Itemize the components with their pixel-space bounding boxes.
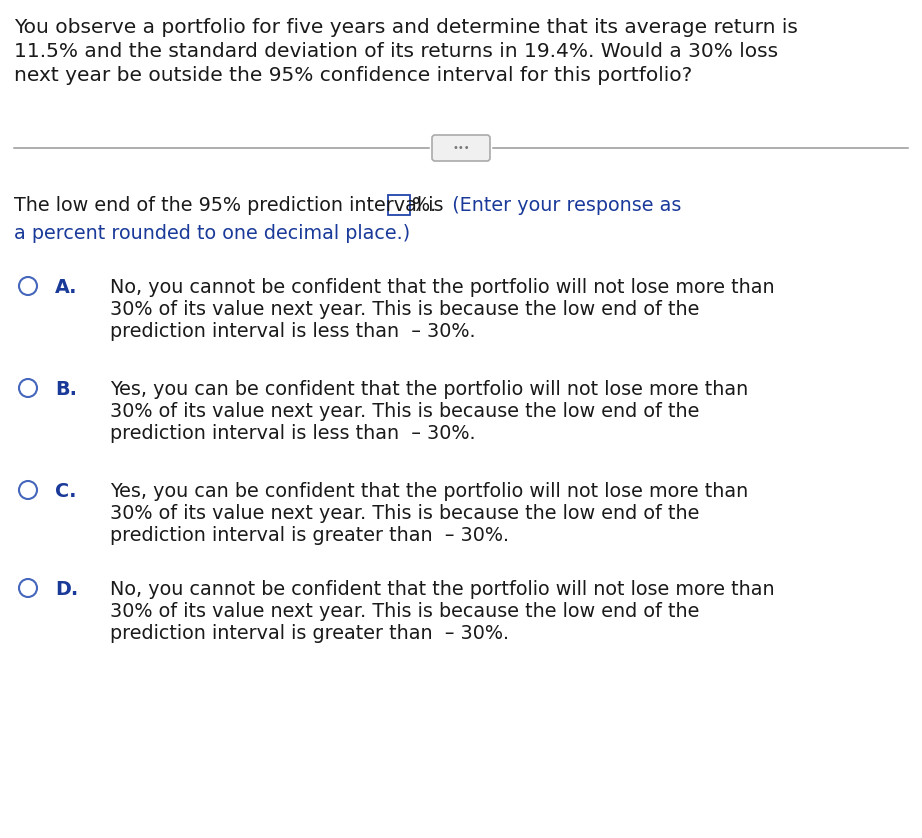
Text: 11.5% and the standard deviation of its returns in 19.4%. Would a 30% loss: 11.5% and the standard deviation of its … xyxy=(14,42,778,61)
Text: 30% of its value next year. This is because the low end of the: 30% of its value next year. This is beca… xyxy=(110,300,700,319)
Circle shape xyxy=(19,379,37,397)
Circle shape xyxy=(19,579,37,597)
Text: You observe a portfolio for five years and determine that its average return is: You observe a portfolio for five years a… xyxy=(14,18,798,37)
Text: No, you cannot be confident that the portfolio will not lose more than: No, you cannot be confident that the por… xyxy=(110,580,774,599)
Text: B.: B. xyxy=(55,380,77,399)
Text: prediction interval is greater than  – 30%.: prediction interval is greater than – 30… xyxy=(110,526,509,545)
FancyBboxPatch shape xyxy=(388,195,410,215)
Text: prediction interval is less than  – 30%.: prediction interval is less than – 30%. xyxy=(110,322,476,341)
Text: prediction interval is greater than  – 30%.: prediction interval is greater than – 30… xyxy=(110,624,509,643)
Text: 30% of its value next year. This is because the low end of the: 30% of its value next year. This is beca… xyxy=(110,602,700,621)
Text: A.: A. xyxy=(55,278,77,297)
Text: 30% of its value next year. This is because the low end of the: 30% of its value next year. This is beca… xyxy=(110,402,700,421)
FancyBboxPatch shape xyxy=(432,135,490,161)
Text: D.: D. xyxy=(55,580,78,599)
Circle shape xyxy=(19,277,37,295)
Circle shape xyxy=(19,481,37,499)
Text: •••: ••• xyxy=(452,143,470,153)
Text: next year be outside the 95% confidence interval for this portfolio?: next year be outside the 95% confidence … xyxy=(14,66,692,85)
Text: The low end of the 95% prediction interval is: The low end of the 95% prediction interv… xyxy=(14,196,450,215)
Text: (Enter your response as: (Enter your response as xyxy=(440,196,681,215)
Text: prediction interval is less than  – 30%.: prediction interval is less than – 30%. xyxy=(110,424,476,443)
Text: No, you cannot be confident that the portfolio will not lose more than: No, you cannot be confident that the por… xyxy=(110,278,774,297)
Text: %.: %. xyxy=(412,196,436,215)
Text: Yes, you can be confident that the portfolio will not lose more than: Yes, you can be confident that the portf… xyxy=(110,482,749,501)
Text: C.: C. xyxy=(55,482,77,501)
Text: 30% of its value next year. This is because the low end of the: 30% of its value next year. This is beca… xyxy=(110,504,700,523)
Text: Yes, you can be confident that the portfolio will not lose more than: Yes, you can be confident that the portf… xyxy=(110,380,749,399)
Text: a percent rounded to one decimal place.): a percent rounded to one decimal place.) xyxy=(14,224,410,243)
